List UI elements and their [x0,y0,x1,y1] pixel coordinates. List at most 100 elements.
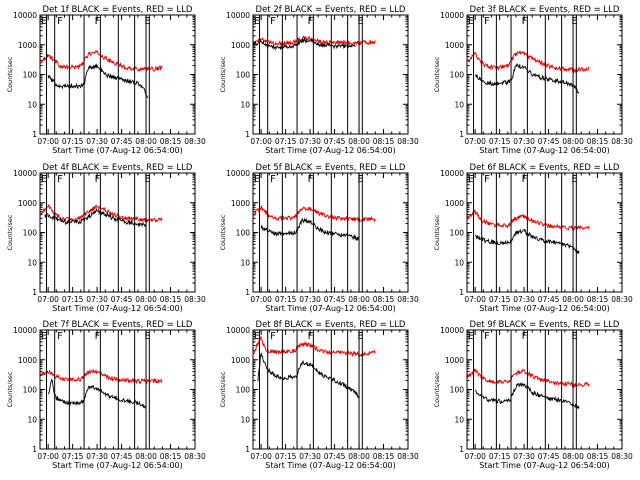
x-tick-label: 08:30 [397,295,419,304]
chart-panel-8: Det 8f BLACK = Events, RED = LLD 1 10 100 10… [219,320,419,470]
chart-panel-5: Det 5f BLACK = Events, RED = LLD 1 10 100 10… [219,163,419,313]
y-tick-label: 10 [454,100,464,109]
y-tick-label: 100 [23,386,38,395]
y-tick-label: 10000 [440,169,464,178]
plot-frame [252,329,409,450]
x-tick-label: 07:45 [538,137,560,146]
state-flag: F [57,331,63,342]
x-tick-label: 07:45 [324,452,346,461]
events-series-line [47,63,148,99]
state-flag: F [95,331,101,342]
x-tick-label: 07:45 [538,452,560,461]
y-axis-label: Counts/sec [219,56,227,92]
y-axis-label: Counts/sec [433,371,441,407]
x-tick-label: 08:00 [135,452,157,461]
x-tick-label: 07:00 [250,295,272,304]
x-tick-label: 07:30 [513,137,535,146]
y-tick-label: 10000 [440,11,464,20]
x-tick-label: 07:30 [86,295,108,304]
state-flag: E [254,16,260,27]
y-axis-label: Counts/sec [6,214,14,250]
y-tick-label: 10 [454,258,464,267]
x-tick-label: 08:00 [348,137,370,146]
x-tick-label: 07:45 [111,295,133,304]
state-flag: F [57,174,63,185]
state-flag: E [254,174,260,185]
state-flag: E [357,174,363,185]
state-flag: F [308,16,314,27]
state-flag: F [95,174,101,185]
x-tick-label: 07:30 [86,137,108,146]
y-tick-label: 100 [23,229,38,238]
y-tick-label: 100 [236,71,251,80]
y-tick-label: 10000 [226,326,250,335]
x-tick-label: 08:30 [397,137,419,146]
state-flag: E [357,331,363,342]
y-tick-label: 1000 [445,356,464,365]
panel-title: Det 4f BLACK = Events, RED = LLD [43,163,193,173]
y-tick-label: 10000 [13,326,37,335]
x-tick-label: 07:15 [489,137,511,146]
x-tick-label: 08:30 [184,137,206,146]
chart-panel-2: Det 2f BLACK = Events, RED = LLD 1 10 100 10… [219,5,419,155]
state-flag: F [522,174,528,185]
y-tick-label: 10000 [13,11,37,20]
lld-series-line [39,50,163,73]
state-flag: E [41,16,47,27]
plot-frame [39,14,196,135]
chart-panel-9: Det 9f BLACK = Events, RED = LLD 1 10 100 10… [433,320,633,470]
panel-title: Det 5f BLACK = Events, RED = LLD [256,163,406,173]
y-tick-label: 100 [450,71,465,80]
x-axis-label: Start Time (07-Aug-12 06:54:00) [52,146,183,155]
state-flag: E [571,16,577,27]
x-tick-label: 07:30 [299,452,321,461]
state-flag: F [484,331,490,342]
y-tick-label: 1000 [231,199,250,208]
y-axis-label: Counts/sec [433,56,441,92]
x-tick-label: 08:15 [373,295,395,304]
state-flag: F [95,16,101,27]
state-flag: F [522,16,528,27]
plot-frame [39,329,196,450]
lld-series-line [39,368,163,385]
x-tick-label: 07:00 [464,452,486,461]
x-axis-label: Start Time (07-Aug-12 06:54:00) [479,146,610,155]
chart-panel-6: Det 6f BLACK = Events, RED = LLD 1 10 100 10… [433,163,633,313]
panel-title: Det 7f BLACK = Events, RED = LLD [43,320,193,330]
state-flag: E [357,16,363,27]
x-tick-label: 07:00 [464,295,486,304]
x-tick-label: 07:15 [275,295,297,304]
y-tick-label: 10000 [226,11,250,20]
y-tick-label: 1000 [231,41,250,50]
x-axis-label: Start Time (07-Aug-12 06:54:00) [479,461,610,470]
x-tick-label: 07:45 [324,137,346,146]
y-tick-label: 1 [245,130,250,139]
y-tick-label: 100 [236,229,251,238]
x-tick-label: 07:15 [489,295,511,304]
y-tick-label: 1 [32,288,37,297]
y-axis-label: Counts/sec [6,56,14,92]
x-tick-label: 07:30 [86,452,108,461]
state-flag: F [270,331,276,342]
y-tick-label: 10 [240,258,250,267]
plot-frame [466,172,623,293]
x-tick-label: 08:00 [562,295,584,304]
y-tick-label: 10 [454,415,464,424]
y-tick-label: 10 [240,415,250,424]
y-tick-label: 1000 [18,199,37,208]
x-tick-label: 07:30 [513,295,535,304]
panel-title: Det 1f BLACK = Events, RED = LLD [43,5,193,15]
x-tick-label: 08:30 [611,452,633,461]
state-flag: E [41,174,47,185]
x-tick-label: 08:00 [348,452,370,461]
lld-series-line [252,35,376,47]
y-tick-label: 1 [459,445,464,454]
x-tick-label: 07:30 [299,137,321,146]
state-flag: E [571,174,577,185]
lld-series-line [466,209,590,231]
panel-title: Det 6f BLACK = Events, RED = LLD [470,163,620,173]
lld-series-line [252,335,376,358]
x-tick-label: 07:45 [324,295,346,304]
y-tick-label: 1000 [18,41,37,50]
